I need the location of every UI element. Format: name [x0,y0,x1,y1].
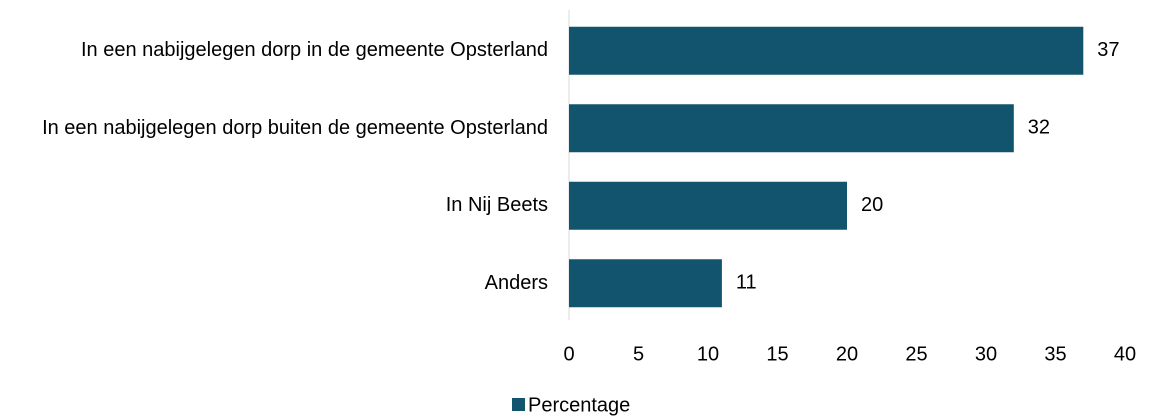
value-label: 11 [736,272,757,294]
x-tick-label: 25 [905,343,927,365]
y-tick-label-box: In een nabijgelegen dorp in de gemeente … [0,21,548,81]
x-tick-label: 0 [563,343,574,365]
y-tick-label-box: In een nabijgelegen dorp buiten de gemee… [0,98,548,158]
bar [569,181,847,230]
y-tick-label-box: Anders [0,253,548,313]
value-label: 37 [1097,39,1119,61]
x-tick-label: 10 [697,343,719,365]
y-tick-label: In Nij Beets [445,194,548,217]
legend-label: Percentage [528,394,630,416]
x-tick-label: 35 [1044,343,1066,365]
x-tick-label: 5 [633,343,644,365]
y-tick-label-box: In Nij Beets [0,176,548,236]
bar [569,259,722,308]
bar [569,26,1084,75]
x-tick-label: 30 [975,343,997,365]
bar [569,104,1014,153]
legend-swatch [512,398,525,411]
value-label: 32 [1028,117,1050,139]
y-tick-label: In een nabijgelegen dorp in de gemeente … [80,39,548,62]
x-tick-label: 20 [836,343,858,365]
y-tick-label: Anders [484,271,548,294]
x-tick-label: 40 [1114,343,1136,365]
value-label: 20 [861,194,883,216]
x-tick-label: 15 [766,343,788,365]
y-tick-label: In een nabijgelegen dorp buiten de gemee… [42,116,548,139]
